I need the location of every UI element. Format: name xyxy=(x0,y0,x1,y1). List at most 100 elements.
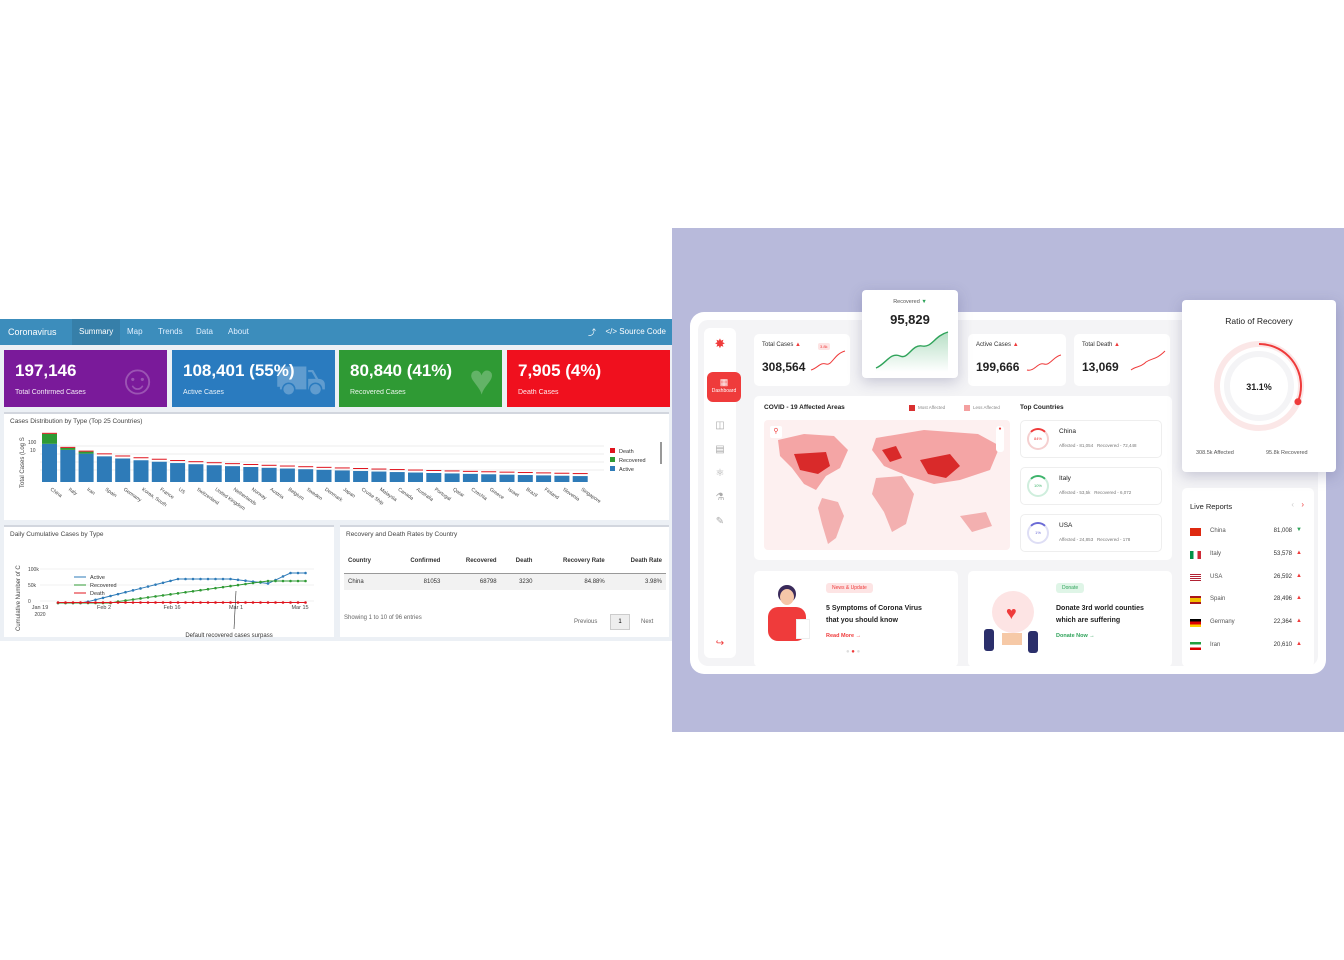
line-death-point xyxy=(251,601,255,604)
live-report-country: Iran xyxy=(1210,642,1221,648)
total-death-sparkline xyxy=(1130,350,1166,371)
news-headline-line1: 5 Symptoms of Corona Virus xyxy=(826,605,922,612)
y-tick-label: 100k xyxy=(28,567,39,573)
x-tick-label: Czechia xyxy=(470,487,488,502)
vaccine-icon[interactable]: ⚗ xyxy=(715,492,725,503)
col-recovery-rate[interactable]: Recovery Rate xyxy=(536,549,609,574)
x-tick-label: Qatar xyxy=(451,487,465,499)
italy-name: Italy xyxy=(1059,475,1071,482)
country-card-italy[interactable]: 10% Italy Affected - 53,5k Recovered - 6… xyxy=(1020,467,1162,505)
up-arrow-icon: ▲ xyxy=(1296,573,1302,579)
search-icon[interactable]: ⚲ xyxy=(770,426,782,438)
col-country[interactable]: Country xyxy=(344,549,390,574)
distribution-title: Cases Distribution by Type (Top 25 Count… xyxy=(10,418,143,425)
live-report-row-italy[interactable]: Italy 53,578 ▲ xyxy=(1190,549,1304,563)
zoom-slider[interactable]: ● xyxy=(996,426,1004,452)
bar-death xyxy=(517,472,533,474)
previous-button[interactable]: Previous xyxy=(574,619,598,625)
tab-summary[interactable]: Summary xyxy=(72,319,121,345)
usa-recovered: Recovered - 178 xyxy=(1096,537,1131,542)
bar-active xyxy=(499,474,515,482)
spain-flag-icon xyxy=(1190,596,1201,604)
live-report-row-china[interactable]: China 81,008 ▼ xyxy=(1190,526,1304,540)
x-tick-label: Brazil xyxy=(525,487,539,499)
tab-trends[interactable]: Trends xyxy=(158,327,183,336)
brand-title[interactable]: Coronavirus xyxy=(8,327,57,337)
bar-death xyxy=(499,471,515,473)
x-tick-label: Finland xyxy=(543,487,560,501)
document-icon[interactable]: ▤ xyxy=(715,444,725,455)
tab-map[interactable]: Map xyxy=(127,327,143,336)
live-report-country: Germany xyxy=(1210,619,1235,625)
live-report-row-germany[interactable]: Germany 22,364 ▲ xyxy=(1190,617,1304,631)
line-recovered-point xyxy=(176,592,180,595)
x-tick-label: Austria xyxy=(268,487,284,501)
bar-death xyxy=(151,458,167,460)
donate-now-link[interactable]: Donate Now → xyxy=(1056,633,1095,639)
bar-active xyxy=(554,475,570,482)
col-recovered[interactable]: Recovered xyxy=(444,549,501,574)
distribution-chart: Total Cases (Log S 100 10 China Italy Iran Spa… xyxy=(20,432,662,512)
live-report-country: China xyxy=(1210,528,1226,534)
line-death-point xyxy=(131,601,135,604)
map-icon[interactable]: ◫ xyxy=(715,420,725,431)
line-death-point xyxy=(176,601,180,604)
live-report-row-spain[interactable]: Spain 28,496 ▲ xyxy=(1190,594,1304,608)
line-recovered-point xyxy=(184,590,187,594)
live-report-row-iran[interactable]: Iran 20,610 ▲ xyxy=(1190,640,1304,654)
line-death-point xyxy=(71,601,75,604)
active-cases-value: 199,666 xyxy=(976,360,1020,374)
line-active-point xyxy=(221,577,225,581)
virus-icon[interactable]: ⚛ xyxy=(715,468,725,479)
line-death-point xyxy=(94,601,97,604)
live-report-value: 22,364 xyxy=(1273,619,1292,625)
bar-active xyxy=(188,464,204,482)
recovered-sparkline xyxy=(875,331,949,372)
line-death-point xyxy=(79,601,82,604)
line-active-point xyxy=(176,577,180,581)
read-more-link[interactable]: Read More → xyxy=(826,633,862,639)
bar-death xyxy=(462,470,478,472)
ratio-of-recovery-card: Ratio of Recovery 31.1% 308.5k Affected … xyxy=(1182,300,1336,472)
line-recovered-point xyxy=(289,579,292,583)
line-death-point xyxy=(191,601,195,604)
country-card-china[interactable]: 84% China Affected - 81,054 Recovered - … xyxy=(1020,420,1162,458)
y-tick-label: 100 xyxy=(28,440,37,446)
col-death-rate[interactable]: Death Rate xyxy=(608,549,666,574)
logout-icon[interactable]: ↪ xyxy=(715,638,725,649)
col-confirmed[interactable]: Confirmed xyxy=(389,549,445,574)
line-active-point xyxy=(289,571,292,575)
country-card-usa[interactable]: 1% USA Affected - 24,853 Recovered - 178 xyxy=(1020,514,1162,552)
bar-active xyxy=(517,475,533,482)
live-report-value: 53,578 xyxy=(1273,551,1292,557)
up-arrow-icon: ▲ xyxy=(1296,550,1302,556)
report-icon[interactable]: ✎ xyxy=(715,516,725,527)
donate-headline-line1: Donate 3rd world counties xyxy=(1056,605,1144,612)
tab-about[interactable]: About xyxy=(228,327,249,336)
col-death[interactable]: Death xyxy=(500,549,537,574)
line-active-point xyxy=(184,577,187,581)
rates-table: Country Confirmed Recovered Death Recove… xyxy=(344,549,666,590)
world-map[interactable]: ⚲ ● xyxy=(764,420,1010,550)
recovered-card-title: Recovered xyxy=(893,299,920,305)
prev-arrow-icon[interactable]: ‹ xyxy=(1291,500,1294,509)
sidebar-item-dashboard[interactable]: ▦ Dashboard xyxy=(707,372,741,402)
cell-recovered: 68798 xyxy=(444,573,501,590)
carousel-dots[interactable]: ● ● ● xyxy=(846,649,861,655)
bar-death xyxy=(298,466,314,468)
live-report-row-usa[interactable]: USA 26,592 ▲ xyxy=(1190,572,1304,586)
next-arrow-icon[interactable]: › xyxy=(1301,500,1304,509)
bar-death xyxy=(371,468,387,470)
share-icon[interactable]: ⤴ xyxy=(588,328,596,337)
line-recovered-point xyxy=(146,596,150,599)
next-button[interactable]: Next xyxy=(641,619,654,625)
ambulance-icon: ⛟ xyxy=(274,356,327,403)
x-tick-label: Sweden xyxy=(305,487,323,502)
line-recovered-point xyxy=(296,579,300,583)
page-1-button[interactable]: 1 xyxy=(610,614,630,630)
table-row[interactable]: China 81053 68798 3230 84.88% 3.98% xyxy=(344,573,666,590)
tab-data[interactable]: Data xyxy=(196,327,213,336)
source-code-link[interactable]: </> Source Code xyxy=(605,327,667,336)
x-tick-label: Germany xyxy=(122,487,143,504)
